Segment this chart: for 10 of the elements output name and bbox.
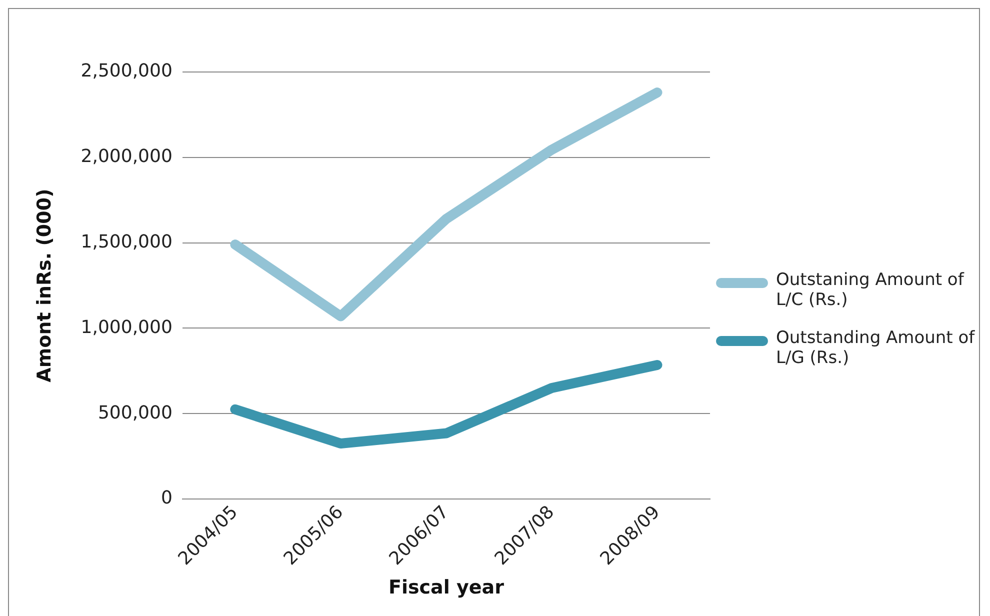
y-tick-label: 0	[160, 488, 172, 509]
y-tick-label: 2,500,000	[80, 60, 172, 82]
legend-label: Outstaning Amount of L/C (Rs.)	[776, 270, 966, 310]
legend-label: Outstanding Amount of L/G (Rs.)	[776, 328, 976, 368]
y-tick-label: 1,000,000	[80, 316, 172, 338]
y-tick-label: 500,000	[98, 402, 172, 424]
x-axis-title: Fiscal year	[388, 576, 505, 599]
y-axis-title: Amont inRs. (000)	[33, 188, 56, 382]
y-tick-label: 1,500,000	[80, 231, 172, 252]
y-tick-label: 2,000,000	[80, 146, 172, 168]
